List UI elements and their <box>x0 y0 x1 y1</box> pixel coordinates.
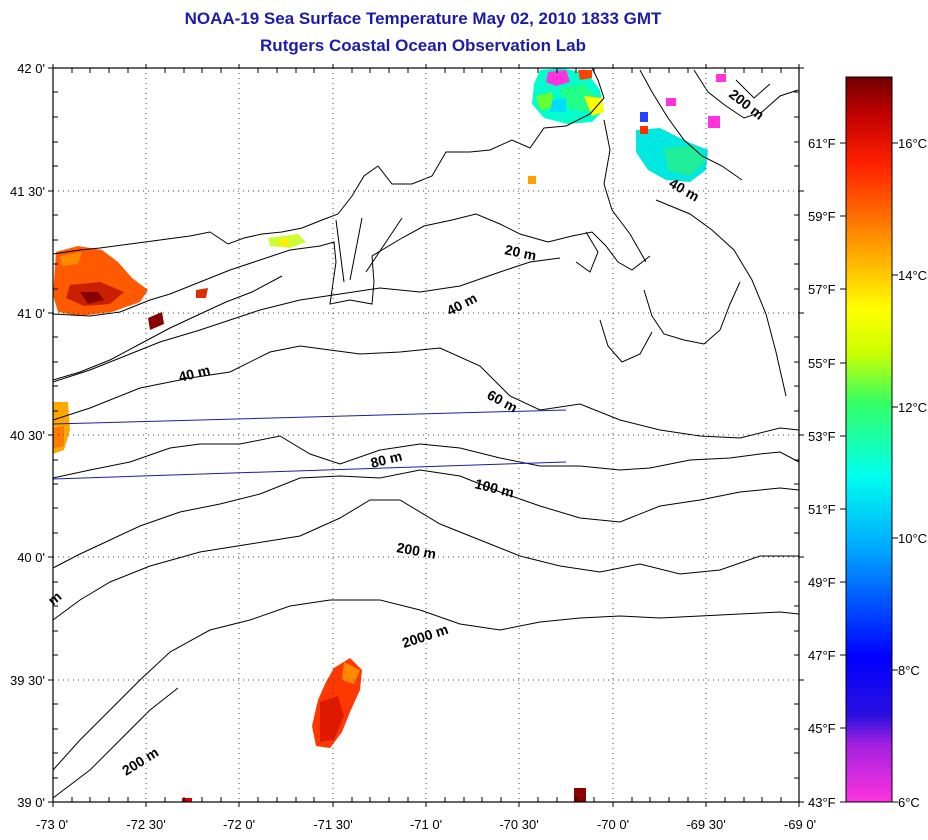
colorbar-c-label: 6°C <box>898 795 920 810</box>
colorbar-f-label: 43°F <box>808 795 836 810</box>
x-tick-label: -70 0' <box>597 817 629 832</box>
sst-patch-long-island-sound <box>53 234 306 330</box>
colorbar-c-label: 16°C <box>898 136 927 151</box>
colorbar-f-label: 51°F <box>808 502 836 517</box>
sst-patch-nj-coast <box>53 402 70 454</box>
x-tick-label: -69 30' <box>686 817 725 832</box>
contour-label: 40 m <box>444 290 480 319</box>
x-tick-label: -71 30' <box>313 817 352 832</box>
contour-label: 20 m <box>503 241 538 263</box>
contour-label: 40 m <box>177 362 212 385</box>
contour-label: 100 m <box>473 475 515 500</box>
isobaths <box>53 257 799 799</box>
colorbar-gradient <box>845 76 893 803</box>
sst-patch-slope-warm-core <box>182 658 586 802</box>
y-tick-label: 40 30' <box>10 428 45 443</box>
contour-label: 200 m <box>395 539 437 562</box>
x-tick-label: -70 30' <box>499 817 538 832</box>
temperature-colorbar: 61°F 59°F 57°F 55°F 53°F 51°F 49°F 47°F … <box>808 76 927 810</box>
map-subtitle: Rutgers Coastal Ocean Observation Lab <box>260 36 586 55</box>
colorbar-c-label: 14°C <box>898 268 927 283</box>
colorbar-f-label: 55°F <box>808 356 836 371</box>
y-tick-label: 40 0' <box>17 550 45 565</box>
y-tick-label: 42 0' <box>17 61 45 76</box>
map-title: NOAA-19 Sea Surface Temperature May 02, … <box>184 9 662 28</box>
x-axis-labels: -73 0' -72 30' -72 0' -71 30' -71 0' -70… <box>36 817 816 832</box>
colorbar-f-label: 61°F <box>808 136 836 151</box>
x-tick-label: -69 0' <box>784 817 816 832</box>
colorbar-f-label: 53°F <box>808 429 836 444</box>
sst-patch-nantucket-shoals <box>636 74 726 182</box>
colorbar-c-label: 10°C <box>898 531 927 546</box>
contour-labels: 200 m 40 m 20 m 40 m 40 m 60 m 80 m 100 … <box>45 86 768 779</box>
x-tick-label: -73 0' <box>36 817 68 832</box>
coastline <box>53 68 799 397</box>
y-axis-labels: 42 0' 41 30' 41 0' 40 30' 40 0' 39 30' 3… <box>10 61 45 810</box>
contour-label: 2000 m <box>400 621 450 651</box>
sst-patch-cape-cod-bay <box>528 68 604 184</box>
x-tick-label: -71 0' <box>410 817 442 832</box>
x-tick-label: -72 30' <box>126 817 165 832</box>
x-tick-label: -72 0' <box>223 817 255 832</box>
transect-lines <box>53 409 567 480</box>
colorbar-f-label: 59°F <box>808 209 836 224</box>
y-tick-label: 39 0' <box>17 795 45 810</box>
contour-label: m <box>45 588 65 608</box>
axis-ticks <box>48 64 804 807</box>
y-tick-label: 41 30' <box>10 184 45 199</box>
colorbar-f-label: 47°F <box>808 648 836 663</box>
colorbar-f-label: 57°F <box>808 282 836 297</box>
colorbar-c-label: 12°C <box>898 400 927 415</box>
colorbar-f-label: 49°F <box>808 575 836 590</box>
y-tick-label: 41 0' <box>17 306 45 321</box>
contour-label: 200 m <box>119 744 161 779</box>
contour-label: 80 m <box>369 448 404 471</box>
colorbar-c-label: 8°C <box>898 663 920 678</box>
colorbar-f-label: 45°F <box>808 721 836 736</box>
y-tick-label: 39 30' <box>10 673 45 688</box>
